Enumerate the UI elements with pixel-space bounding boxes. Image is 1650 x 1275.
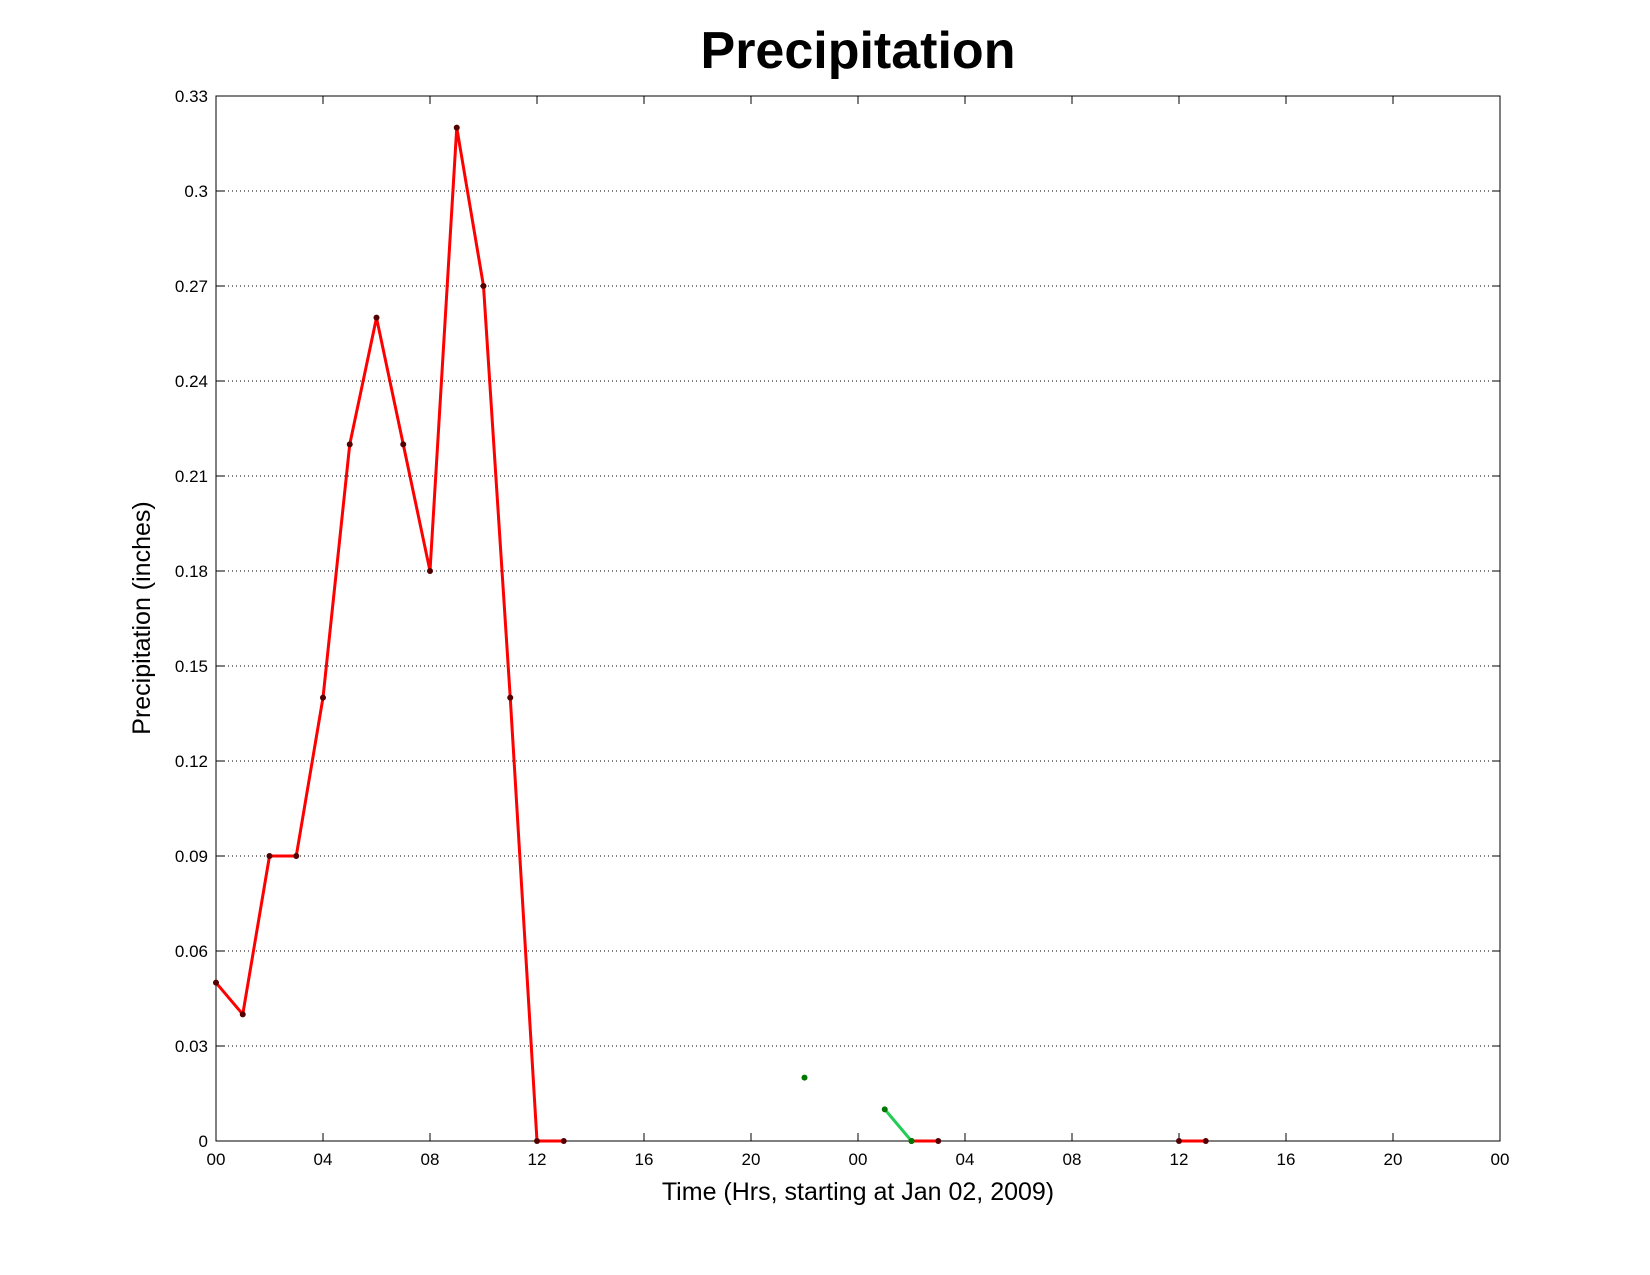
plot-frame	[215, 95, 1501, 1142]
data-line	[214, 126, 564, 1143]
data-point	[534, 1138, 540, 1144]
chart-title: Precipitation	[701, 22, 1016, 80]
x-tick-label: 20	[742, 1150, 761, 1169]
x-tick-label: 04	[956, 1150, 975, 1169]
data-point	[935, 1138, 942, 1144]
y-tick-label: 0	[199, 1132, 208, 1151]
data-point	[801, 1074, 808, 1081]
x-tick-label: 08	[421, 1150, 440, 1169]
data-point	[239, 1011, 246, 1018]
data-point	[373, 314, 380, 321]
x-tick-label: 00	[207, 1150, 226, 1169]
data-point	[213, 979, 219, 986]
y-tick-label: 0.33	[175, 87, 208, 106]
data-point	[427, 568, 433, 574]
x-tick-label: 04	[314, 1150, 333, 1169]
y-tick-label: 0.21	[175, 467, 208, 486]
data-point	[560, 1138, 567, 1144]
data-point	[453, 124, 460, 131]
y-tick-label: 0.06	[175, 942, 208, 961]
x-tick-label: 12	[1170, 1150, 1189, 1169]
y-tick-label: 0.27	[175, 277, 208, 296]
data-point	[400, 441, 407, 448]
data-point	[266, 853, 273, 859]
x-axis-label: Time (Hrs, starting at Jan 02, 2009)	[662, 1178, 1054, 1206]
x-tick-label: 12	[528, 1150, 547, 1169]
y-tick-label: 0.3	[184, 182, 208, 201]
data-point	[480, 283, 487, 289]
x-tick-label: 16	[1277, 1150, 1296, 1169]
x-tick-label: 00	[1491, 1150, 1510, 1169]
y-tick-label: 0.09	[175, 847, 208, 866]
y-tick-label: 0.03	[175, 1037, 208, 1056]
y-axis-label: Precipitation (inches)	[128, 501, 156, 734]
y-tick-label: 0.24	[175, 372, 208, 391]
y-tick-label: 0.18	[175, 562, 208, 581]
data-point	[320, 694, 326, 701]
data-point	[346, 441, 353, 448]
data-point	[1202, 1138, 1209, 1144]
data-point	[293, 853, 300, 859]
x-tick-label: 08	[1063, 1150, 1082, 1169]
data-point	[881, 1106, 888, 1113]
data-line	[883, 1108, 913, 1142]
x-tick-label: 00	[849, 1150, 868, 1169]
data-point	[908, 1138, 915, 1144]
x-tick-label: 16	[635, 1150, 654, 1169]
data-point	[507, 694, 514, 701]
data-point	[1176, 1138, 1182, 1144]
x-tick-label: 20	[1384, 1150, 1403, 1169]
y-tick-label: 0.15	[175, 657, 208, 676]
y-tick-label: 0.12	[175, 752, 208, 771]
